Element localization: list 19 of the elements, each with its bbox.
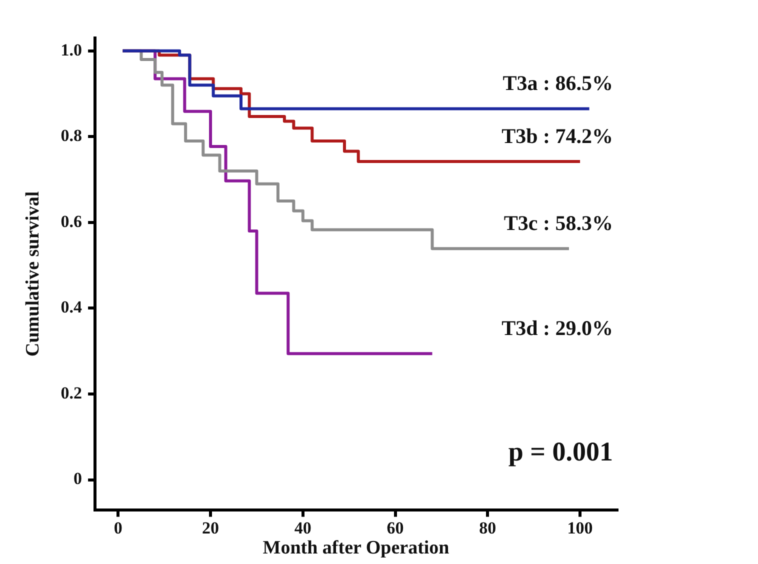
x-axis-title: Month after Operation [262,538,450,559]
x-tick-label: 40 [294,518,312,538]
y-tick-label: 0.4 [60,298,83,317]
annotation: p = 0.001 [508,436,613,467]
annotation: T3a : 86.5% [502,71,613,96]
x-tick-label: 60 [386,518,404,538]
y-tick-label: 0.8 [60,126,82,146]
x-tick-label: 80 [479,518,496,538]
y-tick-label: 0.6 [60,212,82,231]
x-tick-label: 20 [202,518,220,538]
y-tick-label: 1.0 [60,40,82,60]
x-tick-label: 100 [567,518,593,538]
y-tick-label: 0 [74,469,82,488]
annotation: T3c : 58.3% [504,211,613,236]
annotation: T3b : 74.2% [502,124,613,148]
annotation: T3d : 29.0% [502,316,613,340]
y-tick-label: 0.2 [60,383,82,402]
x-tick-label: 0 [114,518,122,538]
y-axis-title: Cumulative survival [22,191,44,356]
